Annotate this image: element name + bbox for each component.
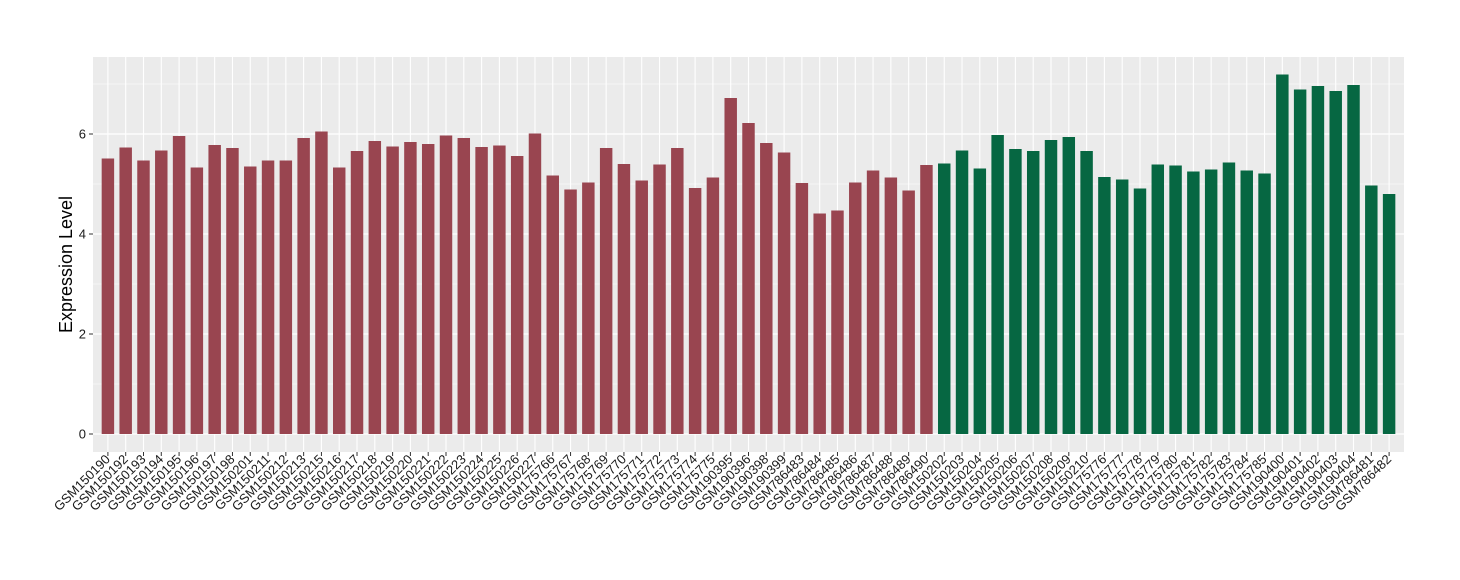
bar bbox=[333, 167, 346, 434]
bar bbox=[439, 135, 453, 434]
bar bbox=[1382, 194, 1396, 434]
bar bbox=[777, 152, 791, 434]
bar bbox=[297, 138, 310, 434]
bar bbox=[635, 180, 648, 434]
bar bbox=[955, 150, 969, 434]
y-tick-label: 4 bbox=[79, 227, 86, 242]
bar bbox=[1044, 140, 1058, 434]
bar bbox=[1347, 85, 1360, 434]
bar bbox=[1080, 151, 1093, 434]
bar bbox=[1151, 164, 1165, 434]
bar bbox=[155, 150, 168, 434]
bar bbox=[1115, 179, 1129, 434]
bar bbox=[1062, 137, 1076, 434]
bar bbox=[279, 160, 293, 434]
bar bbox=[1365, 185, 1378, 434]
bar bbox=[119, 147, 132, 434]
bar bbox=[1240, 170, 1253, 434]
bar bbox=[920, 165, 933, 434]
bar bbox=[493, 145, 506, 434]
bar bbox=[208, 145, 221, 434]
bar bbox=[475, 147, 488, 434]
y-tick-label: 0 bbox=[79, 427, 86, 442]
bar bbox=[973, 168, 987, 434]
y-axis-title: Expression Level bbox=[56, 196, 76, 333]
bar bbox=[831, 210, 844, 434]
bar bbox=[386, 146, 399, 434]
bar bbox=[528, 133, 542, 434]
bar bbox=[599, 148, 613, 434]
y-tick-label: 6 bbox=[79, 127, 86, 142]
bar bbox=[421, 144, 435, 434]
bar bbox=[671, 148, 684, 434]
bar bbox=[315, 131, 328, 434]
bar bbox=[457, 138, 471, 434]
bar bbox=[1133, 188, 1147, 434]
y-axis: 0 2 4 6 bbox=[79, 127, 93, 442]
bar bbox=[350, 151, 364, 434]
bar bbox=[724, 98, 737, 434]
x-axis: GSM150190GSM150192GSM150193GSM150194GSM1… bbox=[51, 452, 1394, 514]
bar bbox=[1187, 171, 1200, 434]
bar bbox=[1026, 151, 1040, 434]
bar bbox=[261, 160, 275, 434]
bar bbox=[172, 136, 186, 434]
bar bbox=[226, 148, 239, 434]
bar bbox=[190, 167, 204, 434]
bar bbox=[849, 182, 862, 434]
bar bbox=[1169, 165, 1182, 434]
bar bbox=[1293, 89, 1307, 434]
bar bbox=[1204, 169, 1218, 434]
bar bbox=[1311, 86, 1325, 434]
bar bbox=[884, 177, 898, 434]
bar bbox=[742, 123, 755, 434]
bar bbox=[938, 163, 951, 434]
bar bbox=[1009, 149, 1022, 434]
bar bbox=[101, 158, 115, 434]
bar bbox=[244, 166, 257, 434]
bar bbox=[760, 143, 773, 434]
bar bbox=[706, 177, 720, 434]
bar bbox=[866, 170, 880, 434]
bar bbox=[564, 189, 577, 434]
bar bbox=[688, 188, 702, 434]
bar bbox=[1258, 173, 1271, 434]
bars bbox=[101, 74, 1396, 434]
bar bbox=[510, 156, 524, 434]
bar bbox=[582, 182, 595, 434]
bar bbox=[617, 164, 631, 434]
bar bbox=[1222, 162, 1236, 434]
y-tick-label: 2 bbox=[79, 327, 86, 342]
bar bbox=[404, 142, 417, 434]
bar bbox=[1329, 91, 1342, 434]
bar bbox=[991, 135, 1004, 434]
bar bbox=[546, 175, 559, 434]
bar bbox=[1098, 177, 1111, 434]
bar bbox=[653, 164, 666, 434]
bar bbox=[813, 213, 826, 434]
bar bbox=[795, 183, 809, 434]
bar bbox=[137, 160, 150, 434]
bar bbox=[902, 190, 915, 434]
bar bbox=[1276, 74, 1289, 434]
bar bbox=[368, 141, 382, 434]
